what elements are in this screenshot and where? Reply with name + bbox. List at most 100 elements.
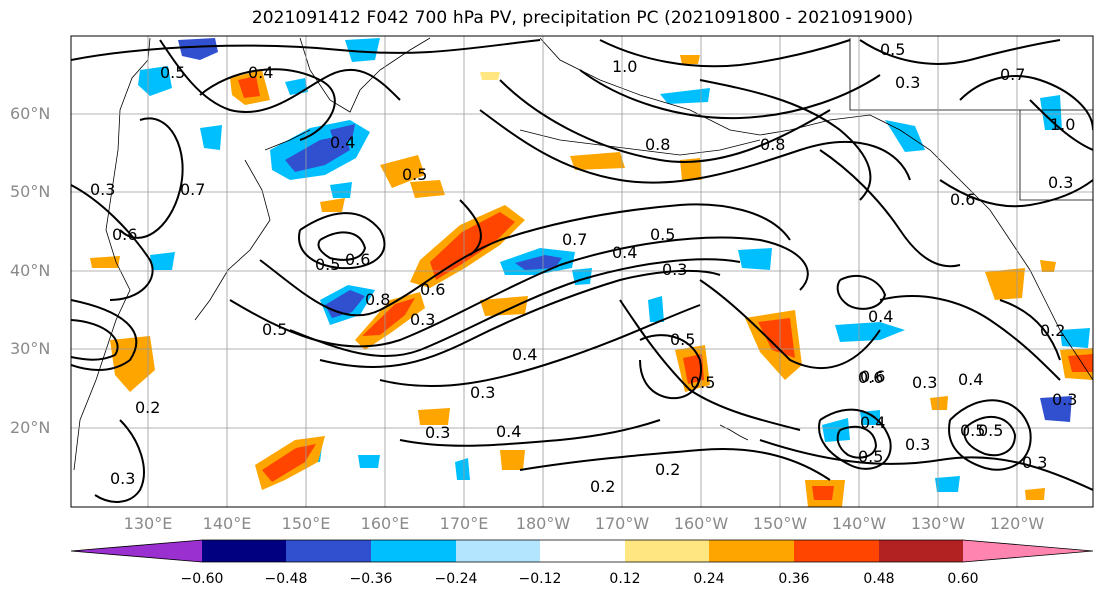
- contour-label: 0.3: [410, 310, 435, 329]
- precip-positive-area: [362, 298, 415, 336]
- pv-contour: [699, 279, 881, 370]
- contour-label: 0.7: [562, 230, 587, 249]
- pv-contour: [298, 212, 386, 270]
- chart-title: 2021091412 F042 700 hPa PV, precipitatio…: [251, 8, 914, 28]
- pv-contour: [499, 79, 831, 163]
- precip-positive-area: [812, 486, 834, 500]
- pv-contour: [229, 236, 809, 348]
- contour-label: 0.4: [958, 370, 983, 389]
- precip-positive-area: [683, 354, 704, 384]
- colorbar-segment: [625, 540, 709, 562]
- contour-label: 0.5: [978, 421, 1003, 440]
- contour-label: 0.5: [690, 373, 715, 392]
- contour-label: 0.8: [365, 290, 390, 309]
- lon-label: 140°W: [831, 514, 887, 533]
- contour-label: 0.6: [950, 190, 975, 209]
- precip-positive-area: [930, 396, 948, 410]
- colorbar-segment: [879, 540, 963, 562]
- pv-contour: [71, 39, 541, 61]
- alaska-coastline: [539, 37, 1093, 381]
- lat-label: 60°N: [10, 104, 51, 123]
- precip-negative-area: [648, 296, 664, 322]
- precip-positive-area: [238, 76, 260, 98]
- japan-coastline: [194, 159, 271, 321]
- lon-label: 160°E: [360, 514, 410, 533]
- precip-negative-area: [660, 88, 710, 104]
- contour-label: 0.5: [262, 320, 287, 339]
- precip-negative-area: [835, 322, 905, 342]
- colorbar-segment: [963, 540, 1093, 562]
- colorbar-segment: [709, 540, 794, 562]
- colorbar-tick-label: −0.48: [264, 571, 308, 587]
- pv-contour: [71, 319, 119, 361]
- lat-label: 50°N: [10, 182, 51, 201]
- pv-contour: [379, 304, 701, 388]
- contour-label: 0.8: [760, 135, 785, 154]
- pv-contour: [948, 399, 1032, 471]
- precip-negative-area: [330, 124, 355, 142]
- pv-contour: [999, 299, 1061, 361]
- pv-contour: [819, 149, 961, 268]
- precip-negative-area: [1040, 396, 1072, 422]
- colorbar: [70, 539, 1094, 563]
- pv-contour: [599, 39, 851, 68]
- colorbar-tick-label: 0.60: [947, 571, 979, 587]
- precip-negative-area: [455, 458, 470, 480]
- pv-contour: [399, 419, 661, 447]
- precip-negative-area: [1040, 95, 1062, 130]
- precip-negative-area: [200, 125, 222, 150]
- lon-label: 120°W: [989, 514, 1045, 533]
- pv-contour: [119, 117, 184, 239]
- precip-positive-area: [680, 158, 702, 180]
- contour-label: 0.3: [1048, 173, 1073, 192]
- contour-label: 0.3: [110, 469, 135, 488]
- pv-contour: [289, 258, 741, 358]
- precip-negative-area: [358, 455, 380, 468]
- precip-positive-area: [430, 212, 515, 280]
- pv-contour: [879, 295, 1061, 381]
- lon-label: 170°W: [594, 514, 650, 533]
- contour-label: 0.5: [880, 40, 905, 59]
- kuril-chain: [264, 129, 311, 151]
- colorbar-segment: [456, 540, 540, 562]
- canada-border: [849, 38, 1093, 111]
- precip-positive-area: [570, 152, 625, 170]
- precip-positive-area: [1025, 488, 1045, 500]
- contour-label: 0.5: [650, 225, 675, 244]
- precip-positive-area: [480, 72, 500, 80]
- contour-label: 0.3: [1022, 453, 1047, 472]
- precip-negative-area: [885, 120, 925, 152]
- pv-contour: [836, 275, 887, 310]
- contour-label: 1.0: [612, 57, 637, 76]
- colorbar-tick-label: −0.12: [518, 571, 562, 587]
- asia-coastline: [73, 37, 151, 471]
- contour-label: 0.3: [662, 260, 687, 279]
- precip-positive-area: [110, 336, 155, 392]
- pv-contour: [836, 425, 878, 459]
- colorbar-tick-label: 0.24: [693, 571, 725, 587]
- contour-label: 0.5: [858, 447, 883, 466]
- contour-label: 0.5: [960, 421, 985, 440]
- precip-positive-area: [262, 444, 316, 482]
- contour-label: 0.4: [512, 345, 537, 364]
- contour-label: 0.4: [330, 133, 355, 152]
- colorbar-segment: [540, 540, 625, 562]
- colorbar-outline: [70, 539, 1094, 563]
- colorbar-tick-label: −0.36: [349, 571, 393, 587]
- contour-label: 0.5: [315, 255, 340, 274]
- lon-label: 180°W: [515, 514, 571, 533]
- precip-shading: [90, 38, 1093, 507]
- precip-positive-area: [90, 256, 120, 268]
- lat-label: 40°N: [10, 261, 51, 280]
- contour-label: 0.7: [1000, 65, 1025, 84]
- precip-negative-area: [822, 418, 850, 442]
- pv-contour: [939, 179, 1093, 208]
- pv-contour: [639, 334, 702, 400]
- lon-label: 160°W: [673, 514, 729, 533]
- colorbar-tick-label: 0.48: [863, 571, 895, 587]
- pv-contour: [94, 419, 145, 503]
- precip-positive-area: [500, 450, 525, 470]
- pv-contours: [71, 39, 1093, 503]
- contour-label: 0.2: [1040, 321, 1065, 340]
- pv-contour: [519, 448, 831, 481]
